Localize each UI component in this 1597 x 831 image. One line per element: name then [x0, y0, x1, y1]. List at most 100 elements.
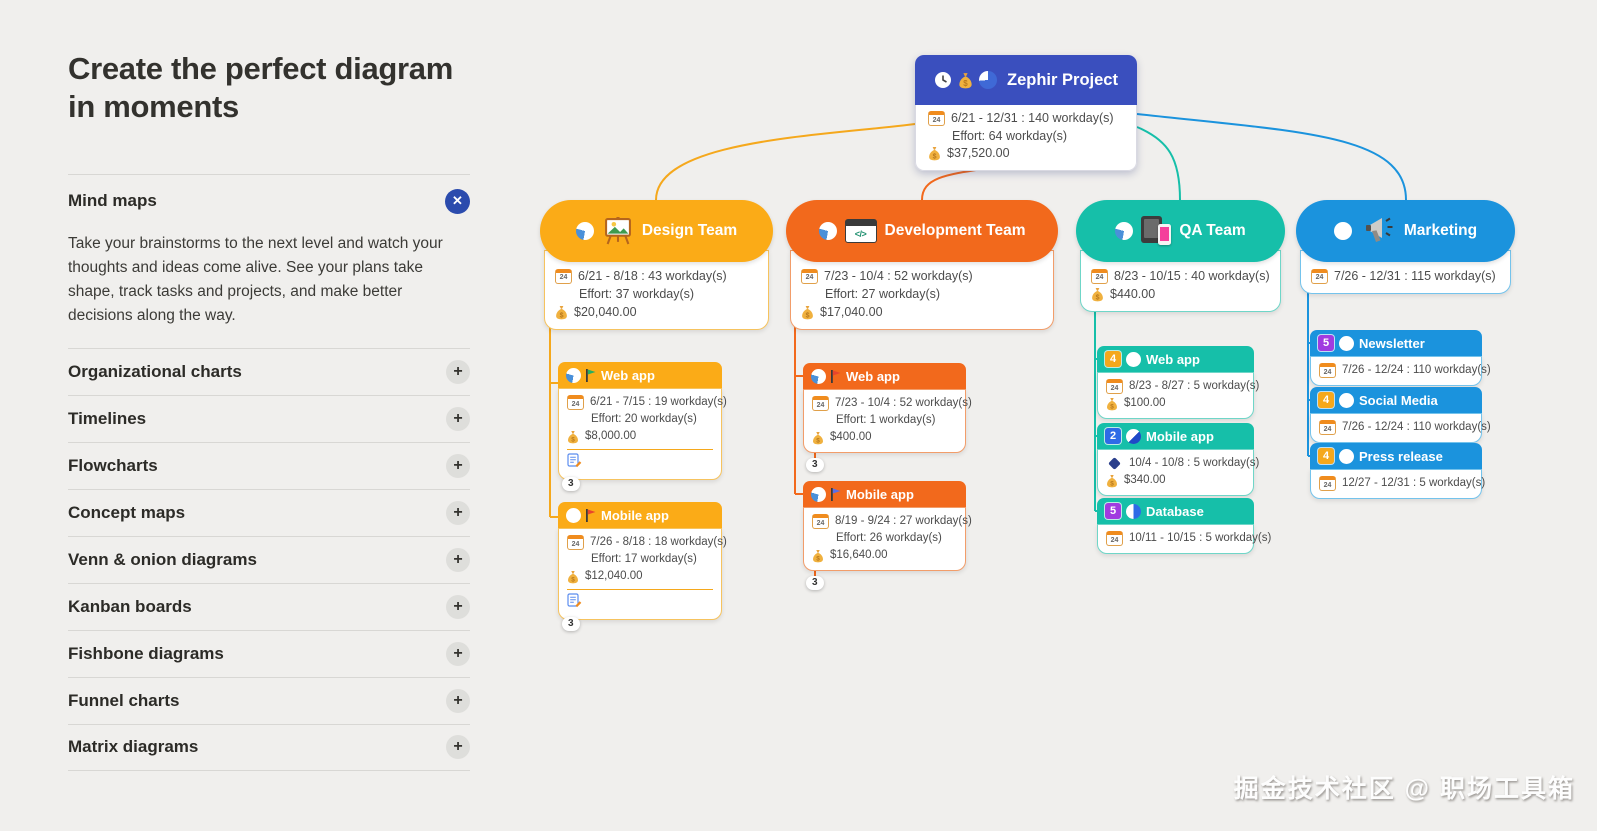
task-node-title: Database: [1146, 503, 1204, 519]
task-node-header: 5 Database: [1097, 498, 1254, 524]
mindmap-node-qa-mobile-app[interactable]: 2 Mobile app 10/4 - 10/8 : 5 workday(s) …: [1097, 423, 1259, 496]
plus-icon[interactable]: +: [446, 735, 470, 760]
sidebar-item-funnel-charts[interactable]: Funnel charts +: [68, 676, 470, 724]
mindmap-node-qa-team[interactable]: QA Team 24 8/23 - 10/15 : 40 workday(s) $…: [1076, 200, 1285, 312]
date-range: 6/21 - 8/18 : 43 workday(s): [578, 269, 727, 283]
money-bag-icon: $: [928, 146, 941, 161]
mindmap-node-marketing[interactable]: Marketing 24 7/26 - 12/31 : 115 workday(s…: [1296, 200, 1515, 294]
mindmap-node-qa-database[interactable]: 5 Database 24 10/11 - 10/15 : 5 workday(s…: [1097, 498, 1271, 554]
team-node-title: QA Team: [1179, 222, 1246, 239]
task-node-header: Web app: [558, 362, 722, 388]
calendar-icon: 24: [1106, 531, 1123, 546]
effort: Effort: 17 workday(s): [591, 553, 697, 565]
sidebar-item-flowcharts[interactable]: Flowcharts +: [68, 441, 470, 489]
sidebar-item-kanban-boards[interactable]: Kanban boards +: [68, 582, 470, 630]
sidebar-item-fishbone-diagrams[interactable]: Fishbone diagrams +: [68, 629, 470, 677]
collapsed-count-badge[interactable]: 3: [806, 458, 824, 472]
collapsed-count-badge[interactable]: 3: [806, 576, 824, 590]
accordion-mind-maps: Mind maps ✕ Take your brainstorms to the…: [68, 173, 470, 348]
accordion-mind-maps-header[interactable]: Mind maps ✕: [68, 188, 470, 214]
team-node-header: QA Team: [1076, 200, 1285, 262]
collapsed-count-badge[interactable]: 3: [562, 617, 580, 631]
team-node-header: Marketing: [1296, 200, 1515, 262]
money-bag-icon: $: [1106, 397, 1118, 411]
sidebar-item-matrix-diagrams[interactable]: Matrix diagrams +: [68, 723, 470, 771]
flag-icon: [586, 508, 596, 522]
sidebar-item-timelines[interactable]: Timelines +: [68, 394, 470, 442]
team-node-details: 24 7/23 - 10/4 : 52 workday(s) Effort: 27…: [790, 250, 1054, 330]
code-window-icon: </>: [844, 219, 877, 243]
pie-chart-icon: [1115, 222, 1134, 240]
svg-text:$: $: [560, 312, 564, 319]
task-node-title: Mobile app: [846, 486, 914, 502]
date-range: 12/27 - 12/31 : 5 workday(s): [1342, 477, 1486, 489]
flag-icon: [831, 487, 841, 501]
svg-text:$: $: [933, 154, 937, 161]
mindmap-node-qa-web-app[interactable]: 4 Web app 24 8/23 - 8/27 : 5 workday(s) $…: [1097, 346, 1259, 419]
task-node-details: 10/4 - 10/8 : 5 workday(s) $ $340.00: [1097, 449, 1259, 496]
moon-pie-icon: [1126, 428, 1141, 444]
team-node-title: Design Team: [641, 222, 738, 239]
date-range: 10/11 - 10/15 : 5 workday(s): [1129, 532, 1272, 544]
accordion-label: Funnel charts: [68, 690, 180, 710]
divider: [567, 589, 713, 590]
plus-icon[interactable]: +: [446, 500, 470, 525]
svg-text:$: $: [816, 555, 820, 562]
pie-chart-icon: [566, 367, 581, 383]
sidebar-item-venn-onion-diagrams[interactable]: Venn & onion diagrams +: [68, 535, 470, 583]
priority-badge: 5: [1318, 335, 1334, 351]
money-bag-icon: $: [567, 430, 579, 444]
plus-icon[interactable]: +: [446, 406, 470, 431]
task-node-header: 2 Mobile app: [1097, 423, 1254, 449]
plus-icon[interactable]: +: [446, 641, 470, 666]
money-bag-icon: $: [801, 305, 814, 320]
task-node-details: 24 7/26 - 8/18 : 18 workday(s) Effort: 17…: [558, 528, 727, 620]
cost: $17,040.00: [820, 305, 883, 319]
calendar-icon: 24: [1319, 363, 1336, 378]
plus-icon[interactable]: +: [446, 359, 470, 384]
task-node-details: 24 12/27 - 12/31 : 5 workday(s): [1310, 469, 1486, 499]
sidebar-item-concept-maps[interactable]: Concept maps +: [68, 488, 470, 536]
sidebar-item-organizational-charts[interactable]: Organizational charts +: [68, 347, 470, 395]
mindmap-node-mkt-press-release[interactable]: 4 Press release 24 12/27 - 12/31 : 5 work…: [1310, 443, 1486, 499]
plus-icon[interactable]: +: [446, 688, 470, 713]
mindmap-node-design-team[interactable]: Design Team 24 6/21 - 8/18 : 43 workday(s…: [540, 200, 773, 330]
mindmap-node-dev-mobile-app[interactable]: Mobile app 24 8/19 - 9/24 : 27 workday(s)…: [803, 481, 972, 571]
money-bag-icon: $: [958, 72, 973, 89]
pie-chart-icon: [575, 222, 594, 240]
mindmap-node-mkt-newsletter[interactable]: 5 Newsletter 24 7/26 - 12/24 : 110 workda…: [1310, 330, 1491, 386]
accordion-label: Venn & onion diagrams: [68, 549, 257, 569]
calendar-icon: 24: [812, 514, 829, 529]
effort: Effort: 37 workday(s): [579, 287, 695, 301]
date-range: 8/23 - 10/15 : 40 workday(s): [1114, 269, 1270, 283]
mindmap-node-mkt-social-media[interactable]: 4 Social Media 24 7/26 - 12/24 : 110 work…: [1310, 387, 1491, 443]
accordion-label: Flowcharts: [68, 455, 158, 475]
divider: [567, 449, 713, 450]
task-node-title: Mobile app: [601, 507, 669, 523]
mindmap-node-dev-web-app[interactable]: Web app 24 7/23 - 10/4 : 52 workday(s) Ef…: [803, 363, 972, 453]
close-icon[interactable]: ✕: [445, 188, 470, 214]
task-node-details: 24 7/26 - 12/24 : 110 workday(s): [1310, 413, 1491, 443]
megaphone-icon: [1360, 216, 1396, 246]
plus-icon[interactable]: +: [446, 453, 470, 478]
date-range: 6/21 - 12/31 : 140 workday(s): [951, 111, 1114, 125]
mindmap-node-design-mobile-app[interactable]: Mobile app 24 7/26 - 8/18 : 18 workday(s)…: [558, 502, 727, 620]
collapsed-count-badge[interactable]: 3: [562, 477, 580, 491]
plus-icon[interactable]: +: [446, 594, 470, 619]
accordion-label: Timelines: [68, 408, 147, 428]
circle-icon: [566, 507, 581, 523]
plus-icon[interactable]: +: [446, 547, 470, 572]
calendar-icon: 24: [1311, 268, 1328, 284]
task-node-header: 5 Newsletter: [1310, 330, 1482, 356]
task-node-header: Web app: [803, 363, 966, 389]
mindmap-node-development-team[interactable]: </> Development Team 24 7/23 - 10/4 : 52 …: [786, 200, 1058, 330]
circle-icon: [1333, 222, 1352, 240]
mindmap-node-root[interactable]: $ Zephir Project 24 6/21 - 12/31 : 140 wo…: [915, 55, 1137, 171]
priority-badge: 2: [1105, 428, 1121, 444]
flag-icon: [586, 368, 596, 382]
svg-text:$: $: [806, 312, 810, 319]
money-bag-icon: $: [812, 549, 824, 563]
mindmap-node-design-web-app[interactable]: Web app 24 6/21 - 7/15 : 19 workday(s) Ef…: [558, 362, 727, 480]
accordion-label: Mind maps: [68, 191, 157, 211]
root-node-header: $ Zephir Project: [915, 55, 1137, 105]
